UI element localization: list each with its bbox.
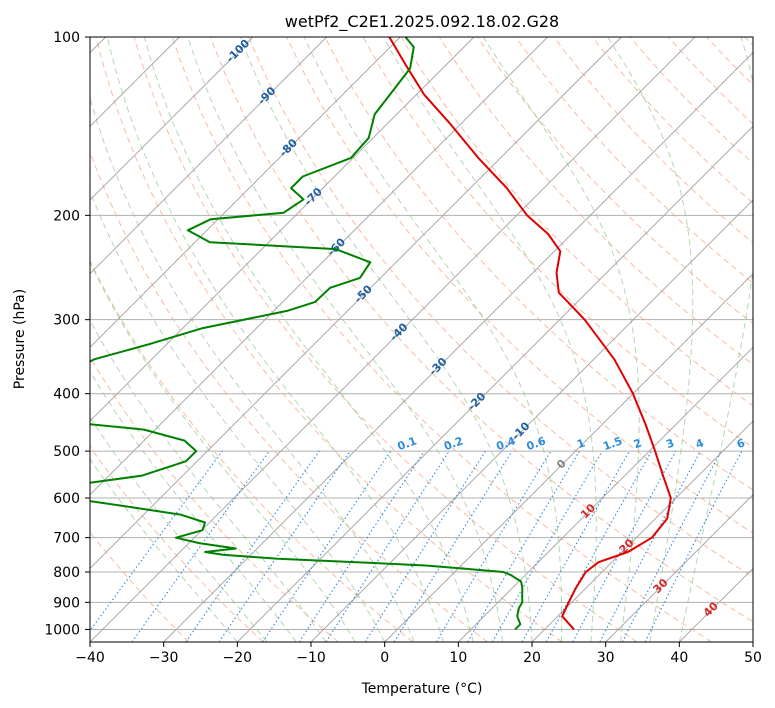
x-tick-label: 10 bbox=[449, 650, 467, 666]
x-tick-label: 0 bbox=[380, 650, 389, 666]
mixing-ratio-label: 0.2 bbox=[442, 434, 465, 453]
mixing-ratio-label: 6 bbox=[735, 436, 747, 451]
y-tick-label: 700 bbox=[53, 531, 80, 547]
isotherm-line bbox=[605, 494, 753, 642]
mixing-ratio-line bbox=[131, 450, 270, 642]
moist-adiabat-line bbox=[90, 319, 327, 642]
mixing-ratio-line bbox=[393, 450, 513, 642]
x-tick-label: 50 bbox=[744, 650, 762, 666]
dry-adiabat-line bbox=[90, 259, 414, 642]
dry-adiabat-line bbox=[324, 37, 753, 491]
isotherm-line bbox=[310, 199, 753, 642]
dewpoint-profile-line bbox=[90, 37, 524, 631]
dry-adiabat-line bbox=[133, 37, 638, 642]
isotherm-line bbox=[384, 273, 753, 642]
x-tick-label: 40 bbox=[670, 650, 688, 666]
y-axis: 100 200 300 400 500 600 700 800 900 1000 bbox=[44, 30, 90, 638]
isotherm-line bbox=[163, 52, 753, 642]
moist-adiabats bbox=[90, 37, 753, 642]
moist-adiabat-line bbox=[90, 416, 268, 642]
mixing-ratio-label: 2 bbox=[632, 436, 644, 451]
y-tick-label: 600 bbox=[53, 491, 80, 507]
moist-adiabat-line bbox=[607, 37, 694, 642]
mixing-ratio-label: 1 bbox=[575, 436, 587, 451]
moist-adiabat-line bbox=[678, 37, 753, 642]
isotherm-line bbox=[90, 37, 254, 201]
moist-adiabat-line bbox=[482, 37, 640, 642]
x-tick-label: −30 bbox=[149, 650, 179, 666]
y-tick-label: 200 bbox=[53, 208, 80, 224]
moist-adiabat-line bbox=[303, 37, 563, 642]
moist-adiabat-line bbox=[143, 37, 474, 642]
mixing-ratio-line bbox=[185, 450, 320, 642]
y-axis-label: Pressure (hPa) bbox=[12, 289, 28, 389]
mixing-ratio-line bbox=[90, 450, 223, 632]
isotherm-line bbox=[458, 346, 753, 642]
dry-adiabat-line bbox=[95, 37, 563, 642]
mixing-ratio-line bbox=[644, 450, 743, 642]
temperature-profile-line bbox=[388, 37, 672, 631]
moist-adiabat-line bbox=[90, 370, 297, 642]
isotherm-line bbox=[90, 37, 327, 275]
dry-adiabat-line bbox=[629, 37, 753, 165]
moist-adiabat-line bbox=[90, 189, 386, 642]
isotherm-line bbox=[90, 37, 401, 348]
pressure-gridlines bbox=[90, 214, 753, 630]
moist-adiabat-line bbox=[106, 37, 445, 642]
x-axis-label: Temperature (°C) bbox=[361, 681, 483, 697]
x-tick-label: 20 bbox=[523, 650, 541, 666]
mixing-ratio-line bbox=[262, 450, 392, 642]
dry-adiabat-line bbox=[248, 37, 753, 578]
y-tick-label: 300 bbox=[53, 313, 80, 329]
isotherm-line bbox=[531, 420, 753, 642]
dry-adiabat-line bbox=[90, 445, 264, 642]
mixing-ratio-line bbox=[572, 450, 677, 642]
dry-adiabat-line bbox=[477, 37, 753, 325]
isotherm-line bbox=[90, 37, 475, 422]
dry-adiabats bbox=[90, 37, 753, 642]
chart-title: wetPf2_C2E1.2025.092.18.02.G28 bbox=[285, 12, 559, 32]
x-tick-label: −10 bbox=[296, 650, 326, 666]
plot-area: -100-90-80-70-60-50-40-30-20-10010203040… bbox=[90, 37, 753, 642]
y-tick-label: 100 bbox=[53, 30, 80, 46]
y-tick-label: 900 bbox=[53, 595, 80, 611]
sounding-series bbox=[90, 37, 672, 631]
mixing-ratio-label: 3 bbox=[664, 436, 676, 451]
y-tick-label: 500 bbox=[53, 444, 80, 460]
x-tick-label: −20 bbox=[223, 650, 253, 666]
dry-adiabat-line bbox=[591, 37, 753, 204]
mixing-ratio-labels: 0.10.20.40.611.52346810131620253036 bbox=[396, 434, 747, 453]
x-tick-label: −40 bbox=[75, 650, 105, 666]
mixing-ratio-line bbox=[218, 450, 351, 642]
dry-adiabat-line bbox=[515, 37, 753, 284]
isotherm-line bbox=[90, 37, 622, 569]
x-axis: −40 −30 −20 −10 0 10 20 30 40 50 bbox=[75, 642, 762, 666]
mixing-ratio-label: 1.5 bbox=[601, 434, 624, 453]
mixing-ratio-line bbox=[521, 450, 630, 642]
mixing-ratio-line bbox=[298, 450, 425, 642]
mixing-ratio-label: 0.6 bbox=[525, 434, 548, 453]
x-tick-label: 30 bbox=[597, 650, 615, 666]
isotherm-line bbox=[237, 125, 753, 642]
mixing-ratio-label: 4 bbox=[694, 436, 706, 451]
mixing-ratio-line bbox=[545, 450, 653, 642]
y-tick-label: 800 bbox=[53, 565, 80, 581]
dry-adiabat-line bbox=[171, 37, 712, 642]
moist-adiabat-line bbox=[90, 458, 238, 642]
dry-adiabat-line bbox=[400, 37, 753, 407]
dry-adiabat-line bbox=[210, 37, 753, 623]
moist-adiabat-line bbox=[239, 37, 533, 642]
y-tick-label: 400 bbox=[53, 387, 80, 403]
mixing-ratio-label: 0.1 bbox=[396, 434, 419, 453]
plot-frame bbox=[89, 36, 754, 643]
isotherm-line bbox=[90, 37, 548, 496]
mixing-ratio-lines bbox=[90, 450, 743, 642]
moist-adiabat-line bbox=[187, 37, 503, 642]
mixing-ratio-label: 0.4 bbox=[494, 434, 517, 453]
moist-adiabat-line bbox=[383, 37, 597, 642]
moist-adiabat-line bbox=[90, 260, 356, 642]
y-tick-label: 1000 bbox=[44, 622, 80, 638]
